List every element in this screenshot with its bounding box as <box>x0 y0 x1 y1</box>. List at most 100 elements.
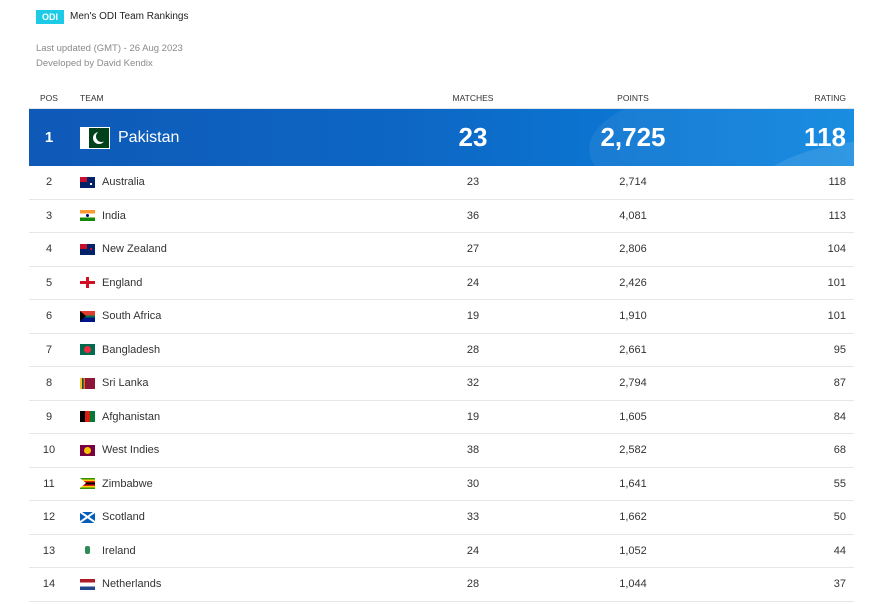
row-team[interactable]: Australia <box>69 176 393 188</box>
row-pos: 3 <box>45 209 53 222</box>
england-flag-icon <box>80 277 95 289</box>
australia-flag-icon <box>80 176 95 188</box>
row-team-name: Afghanistan <box>102 410 161 423</box>
sri-lanka-flag-icon <box>80 377 95 389</box>
row-team[interactable]: South Africa <box>69 310 393 322</box>
row-team-name: Australia <box>102 176 145 189</box>
zimbabwe-flag-icon <box>80 478 95 490</box>
row-matches: 23 <box>466 176 480 189</box>
row-team-name: England <box>102 276 143 289</box>
row-points: 2,582 <box>619 444 647 457</box>
row-team-name: India <box>102 209 126 222</box>
row-matches: 30 <box>466 477 480 490</box>
row-pos: 10 <box>42 444 56 457</box>
row-pos: 12 <box>42 511 56 524</box>
table-row[interactable]: 12 Scotland 33 1,662 50 <box>29 501 854 535</box>
top-points: 2,725 <box>600 122 666 152</box>
west-indies-flag-icon <box>80 444 95 456</box>
page-header: ODI Men's ODI Team Rankings <box>36 9 188 24</box>
row-team-name: Sri Lanka <box>102 377 149 390</box>
row-points: 1,641 <box>619 477 647 490</box>
row-team[interactable]: Bangladesh <box>69 344 393 356</box>
row-matches: 19 <box>466 410 480 423</box>
table-header: POS TEAM MATCHES POINTS RATING <box>29 87 854 109</box>
row-points: 1,044 <box>619 578 647 591</box>
format-badge[interactable]: ODI <box>36 9 65 24</box>
row-team[interactable]: Sri Lanka <box>69 377 393 389</box>
rankings-table: POS TEAM MATCHES POINTS RATING 1 Pakista… <box>29 87 854 602</box>
table-row[interactable]: 10 West Indies 38 2,582 68 <box>29 434 854 468</box>
row-rating: 101 <box>827 310 846 323</box>
row-rating: 104 <box>827 243 846 256</box>
row-team[interactable]: Zimbabwe <box>69 478 393 490</box>
row-points: 4,081 <box>619 209 647 222</box>
row-matches: 27 <box>466 243 480 256</box>
row-pos: 9 <box>45 410 53 423</box>
row-matches: 24 <box>466 276 480 289</box>
row-pos: 6 <box>45 310 53 323</box>
row-pos: 11 <box>43 477 55 490</box>
row-team[interactable]: West Indies <box>69 444 393 456</box>
banner-decoration <box>589 109 854 166</box>
row-pos: 4 <box>45 243 53 256</box>
row-team[interactable]: England <box>69 277 393 289</box>
top-matches: 23 <box>458 122 488 152</box>
row-matches: 28 <box>466 578 480 591</box>
top-rating: 118 <box>804 122 846 152</box>
row-team[interactable]: Netherlands <box>69 578 393 590</box>
scotland-flag-icon <box>80 511 95 523</box>
row-points: 1,910 <box>619 310 647 323</box>
row-pos: 13 <box>42 544 56 557</box>
table-row[interactable]: 9 Afghanistan 19 1,605 84 <box>29 401 854 434</box>
row-team-name: Netherlands <box>102 578 162 591</box>
top-team[interactable]: Pakistan <box>69 126 393 149</box>
bangladesh-flag-icon <box>80 344 95 356</box>
row-team-name: New Zealand <box>102 243 167 256</box>
row-team[interactable]: New Zealand <box>69 243 393 255</box>
row-team[interactable]: Scotland <box>69 511 393 523</box>
row-points: 2,426 <box>619 276 647 289</box>
table-row[interactable]: 5 England 24 2,426 101 <box>29 267 854 300</box>
row-rating: 113 <box>828 209 846 222</box>
page-title: Men's ODI Team Rankings <box>70 11 189 22</box>
row-team[interactable]: India <box>69 210 393 222</box>
table-row[interactable]: 8 Sri Lanka 32 2,794 87 <box>29 367 854 401</box>
row-rating: 55 <box>833 477 846 490</box>
row-rating: 37 <box>833 578 846 591</box>
top-ranked-row[interactable]: 1 Pakistan 23 2,725 118 <box>29 109 854 166</box>
table-row[interactable]: 7 Bangladesh 28 2,661 95 <box>29 334 854 367</box>
row-rating: 101 <box>827 276 846 289</box>
row-pos: 8 <box>45 377 53 390</box>
row-points: 2,714 <box>619 176 647 189</box>
row-team[interactable]: Ireland <box>69 545 393 557</box>
table-row[interactable]: 13 Ireland 24 1,052 44 <box>29 535 854 568</box>
row-points: 2,794 <box>619 377 647 390</box>
row-team-name: Zimbabwe <box>102 477 153 490</box>
table-row[interactable]: 4 New Zealand 27 2,806 104 <box>29 233 854 267</box>
last-updated-text: Last updated (GMT) - 26 Aug 2023 <box>36 43 183 54</box>
row-rating: 44 <box>833 544 846 557</box>
row-matches: 32 <box>466 377 480 390</box>
india-flag-icon <box>80 210 95 222</box>
row-rating: 118 <box>828 176 846 189</box>
row-points: 2,661 <box>619 343 647 356</box>
table-row[interactable]: 2 Australia 23 2,714 118 <box>29 166 854 200</box>
table-row[interactable]: 11 Zimbabwe 30 1,641 55 <box>29 468 854 501</box>
col-header-pos: POS <box>40 92 58 103</box>
netherlands-flag-icon <box>80 578 95 590</box>
row-team-name: Scotland <box>102 511 145 524</box>
col-header-matches: MATCHES <box>452 92 494 103</box>
ireland-flag-icon <box>80 545 95 557</box>
table-row[interactable]: 3 India 36 4,081 113 <box>29 200 854 233</box>
col-header-team: TEAM <box>80 92 104 103</box>
table-row[interactable]: 14 Netherlands 28 1,044 37 <box>29 568 854 602</box>
row-matches: 38 <box>466 444 480 457</box>
row-rating: 50 <box>833 511 846 524</box>
table-row[interactable]: 6 South Africa 19 1,910 101 <box>29 300 854 334</box>
row-matches: 36 <box>466 209 480 222</box>
row-rating: 87 <box>833 377 846 390</box>
row-team-name: West Indies <box>102 444 160 457</box>
row-matches: 19 <box>466 310 480 323</box>
developer-credit: Developed by David Kendix <box>36 58 153 69</box>
row-team[interactable]: Afghanistan <box>69 411 393 423</box>
